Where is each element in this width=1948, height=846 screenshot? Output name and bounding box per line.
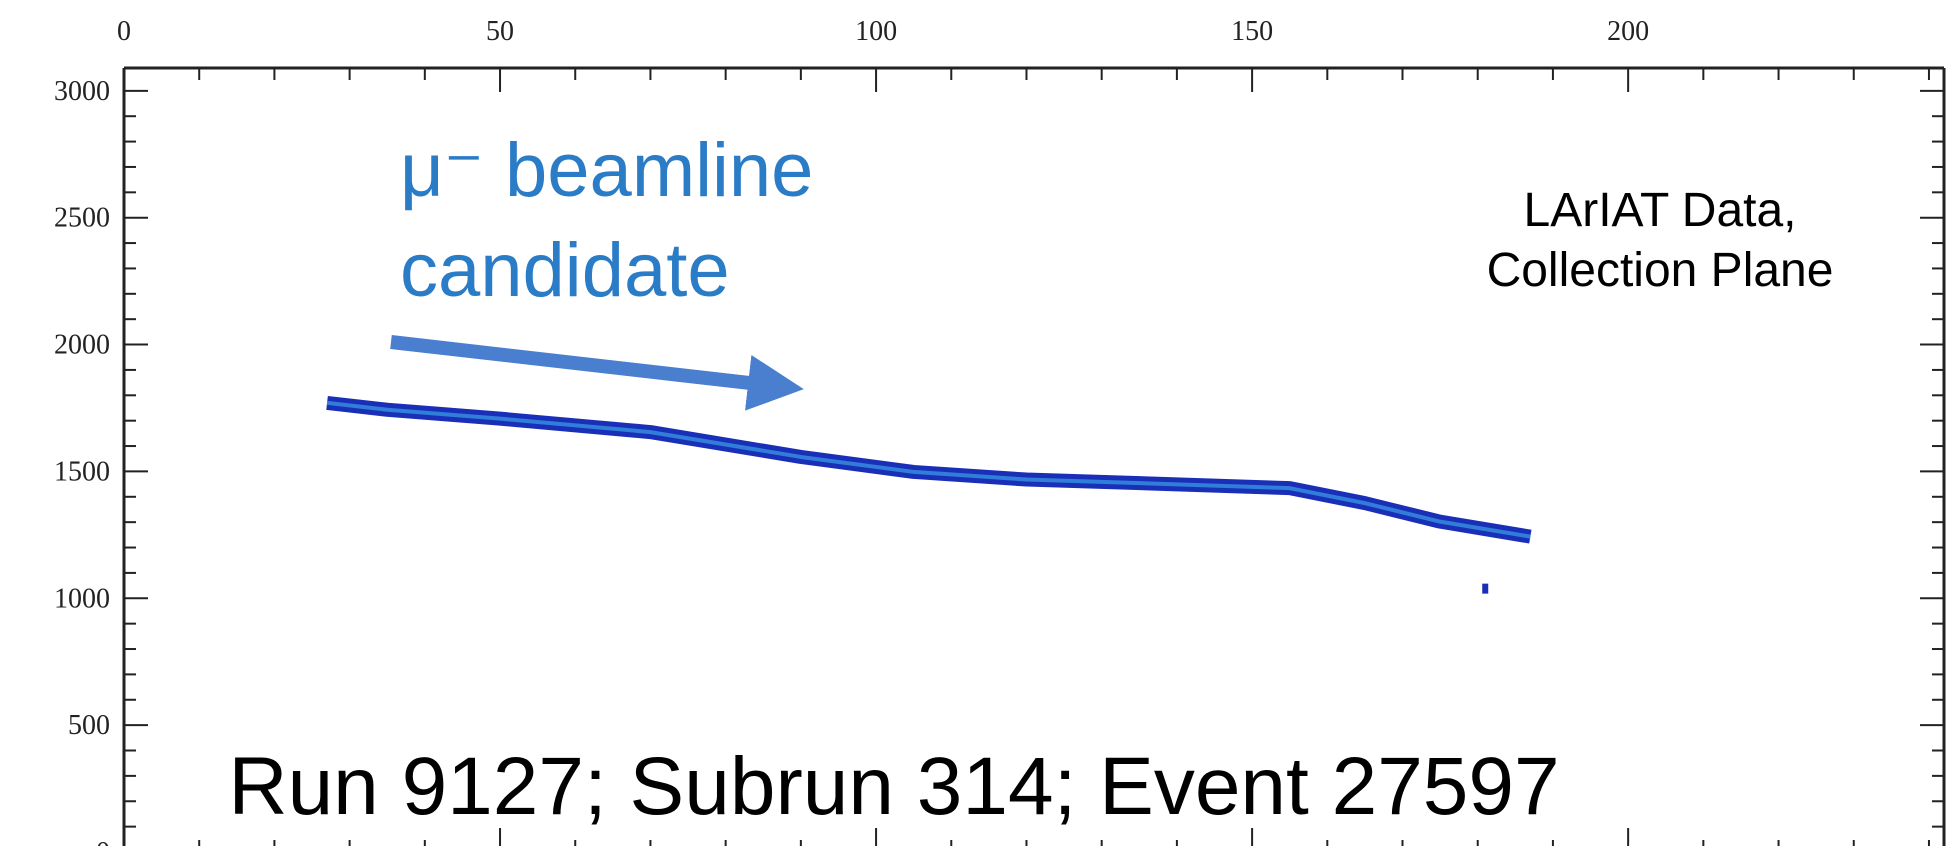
y-tick-label: 500: [68, 710, 110, 741]
annotation: candidate: [400, 228, 730, 313]
annotation: LArIAT Data,: [1524, 184, 1797, 237]
y-tick-label: 1000: [54, 583, 110, 614]
track: [327, 403, 1530, 537]
y-tick-label: 1500: [54, 456, 110, 487]
x-tick-label: 0: [117, 16, 131, 47]
chart-title: Run 9127; Subrun 314; Event 27597: [228, 741, 1559, 832]
x-tick-label: 150: [1231, 16, 1273, 47]
arrow: [391, 342, 776, 386]
annotation: μ⁻ beamline: [400, 128, 813, 213]
y-tick-label: 2000: [54, 330, 110, 361]
y-tick-label: 0: [96, 837, 110, 846]
x-tick-label: 100: [855, 16, 897, 47]
hit: [1482, 584, 1488, 594]
x-tick-label: 50: [486, 16, 514, 47]
y-tick-label: 2500: [54, 203, 110, 234]
y-tick-label: 3000: [54, 76, 110, 107]
annotation: Collection Plane: [1487, 244, 1834, 297]
chart: 050100150200050010001500200025003000μ⁻ b…: [0, 0, 1948, 846]
x-tick-label: 200: [1607, 16, 1649, 47]
